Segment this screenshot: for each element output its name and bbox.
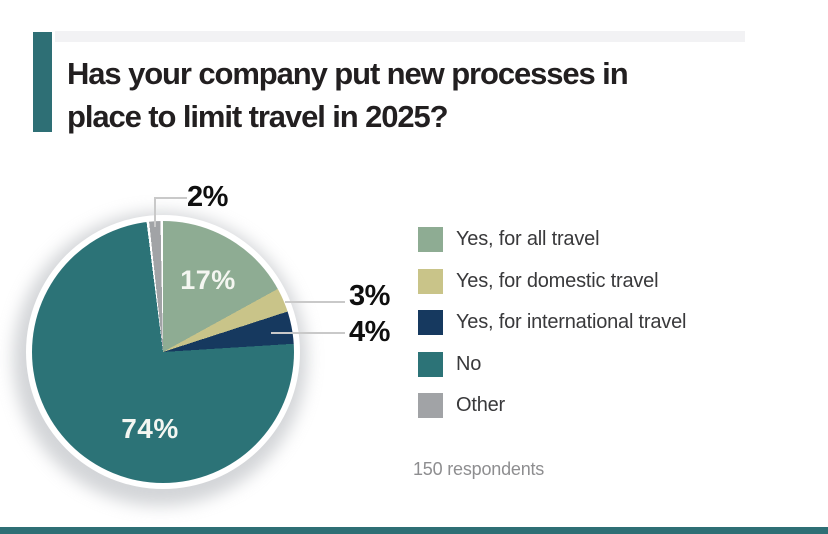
legend-swatch-yes-all-travel [418, 227, 443, 252]
legend-label-yes-all-travel: Yes, for all travel [456, 228, 600, 250]
title-accent-bar [33, 32, 52, 132]
slice-value-label-other: 2% [187, 181, 228, 213]
title-line-1: Has your company put new processes in [67, 56, 629, 91]
respondents-note: 150 respondents [413, 459, 545, 479]
callout-line-domestic [285, 301, 345, 303]
bottom-accent-bar [0, 527, 828, 534]
legend-item-yes-domestic-travel: Yes, for domestic travel [418, 268, 686, 294]
top-decoration-band [55, 31, 745, 42]
legend-swatch-yes-domestic-travel [418, 268, 443, 294]
slice-value-label-yes-all: 17% [180, 265, 236, 295]
callout-line-other-horizontal [154, 197, 187, 199]
slice-value-label-no: 74% [121, 413, 179, 444]
callout-line-other-vertical [154, 197, 156, 227]
callout-line-international [271, 332, 345, 334]
legend: Yes, for all travel Yes, for domestic tr… [418, 227, 686, 418]
legend-item-other: Other [418, 393, 686, 418]
legend-label-yes-international-travel: Yes, for international travel [456, 311, 687, 333]
legend-swatch-yes-international-travel [418, 310, 443, 335]
legend-item-no: No [418, 351, 686, 377]
legend-item-yes-all-travel: Yes, for all travel [418, 227, 686, 252]
legend-label-other: Other [456, 394, 506, 416]
slice-value-label-domestic: 3% [349, 280, 390, 312]
pie-chart [32, 221, 294, 483]
legend-swatch-no [418, 351, 443, 377]
slice-value-label-international: 4% [349, 316, 390, 348]
page-title: Has your company put new processes in pl… [67, 52, 717, 138]
legend-item-yes-international-travel: Yes, for international travel [418, 310, 686, 335]
legend-swatch-other [418, 393, 443, 418]
legend-label-yes-domestic-travel: Yes, for domestic travel [456, 269, 659, 292]
legend-label-no: No [456, 352, 482, 375]
title-line-2: place to limit travel in 2025? [67, 99, 449, 134]
